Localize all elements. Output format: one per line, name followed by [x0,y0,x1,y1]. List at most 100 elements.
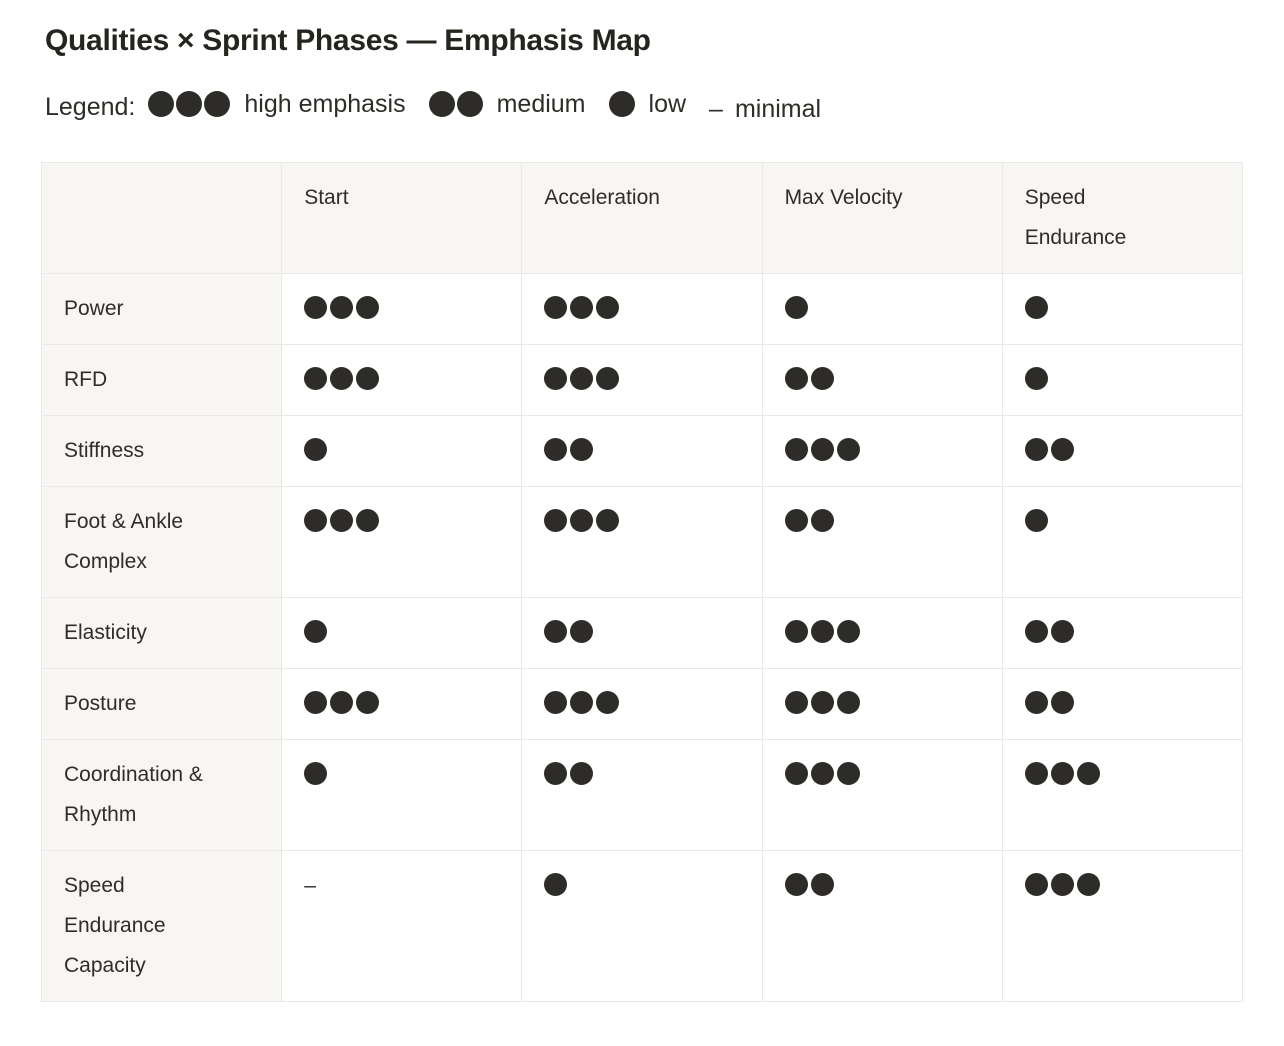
emphasis-map-table: Start Acceleration Max Velocity Speed Endur… [40,162,1244,1002]
dot-icon [1076,873,1100,897]
dot-icon [304,438,328,462]
dot-icon [1024,296,1048,320]
emphasis-cell [1001,739,1244,851]
emphasis-dots [608,91,637,117]
emphasis-dots [544,620,596,644]
row-header-cell: Speed Endurance Capacity [40,850,283,1002]
emphasis-cell [1001,344,1244,416]
emphasis-dots [784,873,837,897]
emphasis-cell [761,850,1003,1002]
emphasis-dots [304,691,382,715]
corner-header-cell [40,162,283,274]
dot-icon [428,91,455,117]
emphasis-dots [784,296,811,320]
dot-icon [304,296,328,320]
emphasis-dots [1024,873,1103,897]
emphasis-dots [1024,438,1077,462]
dot-icon [304,509,328,533]
emphasis-cell [521,415,763,487]
emphasis-cell [1001,597,1244,669]
legend-item-label: medium [496,90,586,118]
emphasis-dots [1024,691,1077,715]
emphasis-dots [544,367,622,391]
emphasis-cell [281,486,523,598]
emphasis-cell [1001,273,1244,345]
dot-icon [570,367,594,391]
emphasis-dots [784,762,863,786]
row-header-cell: Power [40,273,283,345]
table-row: RFD [40,344,1244,416]
dot-icon [544,691,568,715]
emphasis-cell [761,273,1003,345]
dot-icon [304,620,328,644]
legend-item: low [608,88,686,120]
dot-icon [544,367,568,391]
emphasis-dots [784,367,837,391]
legend-items: high emphasis medium low – minimal [148,88,821,125]
dot-icon [176,91,203,117]
table-header: Start Acceleration Max Velocity Speed Endur… [40,162,1244,274]
dot-icon [330,509,354,533]
dot-icon [544,509,568,533]
emphasis-cell [1001,850,1244,1002]
legend-prefix: Legend: [45,92,136,121]
table-row: Speed Endurance Capacity – [40,850,1244,1002]
row-header-label: Stiffness [64,439,145,462]
emphasis-dots [304,762,330,786]
emphasis-cell [281,344,523,416]
dot-icon [596,296,620,320]
dot-icon [356,691,380,715]
emphasis-cell [521,597,763,669]
legend-dash-glyph: – [709,95,723,123]
emphasis-dots [304,367,382,391]
emphasis-dots [784,509,837,533]
dot-icon [810,762,834,786]
emphasis-dots [1024,620,1077,644]
row-header-cell: Foot & Ankle Complex [40,486,283,598]
legend-item: medium [428,88,586,120]
emphasis-dots [544,691,622,715]
dot-icon [330,296,354,320]
dot-icon [1050,620,1074,644]
dot-icon [544,296,568,320]
legend: Legend: high emphasis medium low – minimal [45,88,1243,125]
dot-icon [596,691,620,715]
legend-item-label: high emphasis [244,90,406,118]
dot-icon [810,438,834,462]
table-row: Power [40,273,1244,345]
dot-icon [784,620,808,644]
emphasis-dots [428,91,485,117]
dot-icon [570,620,594,644]
table-row: Elasticity [40,597,1244,669]
emphasis-dots [544,296,622,320]
page: Qualities × Sprint Phases — Emphasis Map… [40,24,1244,1002]
dot-icon [784,296,808,320]
table-header-row: Start Acceleration Max Velocity Speed Endur… [40,162,1244,274]
emphasis-cell [521,486,763,598]
dot-icon [1024,691,1048,715]
dot-icon [1076,762,1100,786]
dot-icon [304,762,328,786]
emphasis-dots [544,438,596,462]
emphasis-cell [281,739,523,851]
dot-icon [1050,762,1074,786]
dot-icon [544,873,568,897]
dot-icon [544,620,568,644]
row-header-cell: Posture [40,668,283,740]
emphasis-dots [784,620,863,644]
emphasis-cell [761,415,1003,487]
column-header-cell: Acceleration [521,162,763,274]
row-header-label: Foot & Ankle Complex [64,510,184,573]
dot-icon [1050,438,1074,462]
dot-icon [356,296,380,320]
emphasis-dots [1024,762,1103,786]
emphasis-dots [1024,509,1051,533]
emphasis-dots [544,762,596,786]
emphasis-cell [521,668,763,740]
table-row: Posture [40,668,1244,740]
emphasis-dots [304,509,382,533]
row-header-label: Coordination & Rhythm [64,763,203,826]
emphasis-cell [1001,668,1244,740]
dot-icon [784,367,808,391]
emphasis-cell [761,486,1003,598]
